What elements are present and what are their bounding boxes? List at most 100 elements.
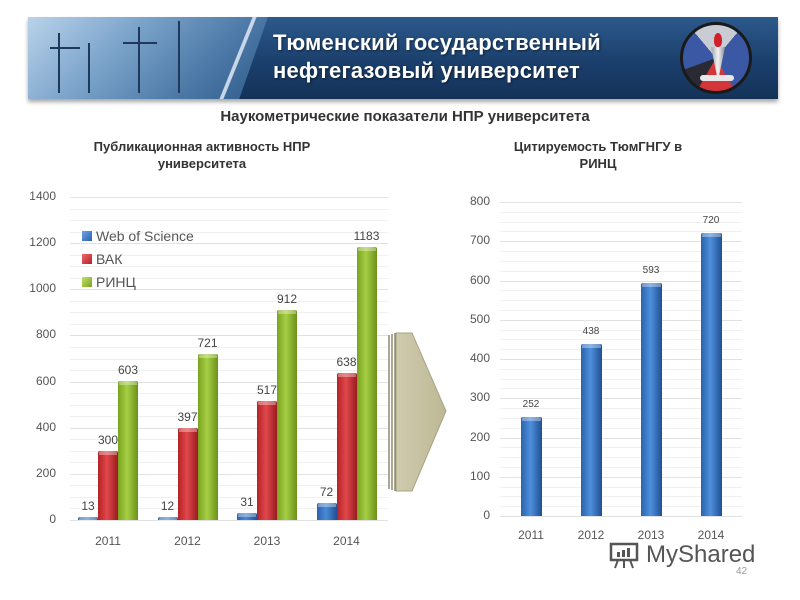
bar-rinc-2014	[356, 247, 377, 520]
y-axis-tick: 0	[49, 512, 56, 526]
bar-citations-2012	[580, 344, 602, 516]
data-label: 13	[81, 499, 95, 513]
data-label: 438	[582, 326, 600, 338]
grid-line	[500, 457, 742, 459]
grid-line	[70, 370, 388, 372]
grid-line	[500, 339, 742, 341]
y-axis-tick: 1000	[29, 281, 56, 296]
x-axis-tick: 2011	[95, 534, 121, 548]
grid-line	[500, 427, 742, 429]
grid-line	[500, 280, 742, 282]
grid-line	[500, 378, 742, 380]
grid-line	[70, 450, 388, 452]
legend-swatch-vak-icon	[82, 253, 92, 264]
grid-line	[500, 260, 742, 262]
grid-line	[500, 408, 742, 410]
grid-line	[70, 220, 388, 222]
header-banner: Тюменский государственный нефтегазовый у…	[28, 17, 778, 99]
data-label: 300	[97, 432, 119, 447]
legend-item-wos: Web of Science	[82, 224, 194, 247]
y-axis-tick: 600	[469, 272, 490, 287]
y-axis-tick: 100	[469, 468, 490, 483]
bar-citations-2014	[700, 233, 722, 516]
grid-line	[500, 270, 742, 272]
grid-line	[70, 393, 388, 395]
data-label: 720	[702, 215, 720, 227]
data-label: 252	[522, 399, 540, 411]
grid-line	[70, 508, 388, 510]
y-axis-tick: 500	[469, 311, 490, 326]
grid-line	[70, 231, 388, 233]
data-label: 72	[319, 485, 334, 500]
grid-line	[70, 473, 388, 475]
chevron-arrow-right-icon	[388, 332, 447, 492]
y-axis-tick: 0	[483, 508, 490, 522]
bar-vak-2014	[336, 372, 357, 520]
bar-wos-2011	[78, 517, 98, 521]
y-axis-tick: 200	[35, 465, 56, 480]
grid-line	[70, 427, 388, 429]
x-axis-tick: 2014	[333, 534, 360, 548]
grid-line	[70, 243, 388, 245]
grid-line	[500, 417, 742, 419]
grid-line	[70, 439, 388, 441]
bar-vak-2011	[98, 450, 118, 520]
grid-line	[500, 349, 742, 351]
grid-line	[70, 312, 388, 314]
grid-line	[500, 516, 742, 517]
data-label: 638	[336, 354, 357, 369]
grid-line	[500, 329, 742, 331]
y-axis-tick: 800	[35, 327, 56, 342]
grid-line	[500, 388, 742, 390]
grid-line	[70, 462, 388, 464]
grid-line	[500, 211, 742, 213]
legend-swatch-wos-icon	[82, 230, 92, 241]
bar-citations-2013	[640, 283, 662, 516]
y-axis-tick: 600	[35, 373, 56, 388]
bar-rinc-2013	[277, 309, 297, 520]
grid-line	[500, 309, 742, 311]
y-axis-tick: 700	[469, 233, 490, 248]
grid-line	[500, 476, 742, 478]
x-axis-tick: 2012	[577, 528, 605, 542]
grid-line	[500, 221, 742, 223]
right-chart-title: Цитируемость ТюмГНГУ в РИНЦ	[513, 139, 683, 171]
grid-line	[70, 266, 388, 268]
grid-line	[70, 381, 388, 383]
grid-line	[70, 416, 388, 418]
grid-line	[500, 486, 742, 488]
grid-line	[500, 368, 742, 370]
grid-line	[70, 254, 388, 256]
y-axis-tick: 1400	[29, 189, 56, 203]
data-label: 397	[177, 410, 198, 425]
data-label: 31	[240, 494, 254, 509]
grid-line	[70, 346, 388, 348]
y-axis-tick: 400	[469, 351, 490, 365]
grid-line	[500, 359, 742, 360]
citations-chart: 0 100 200 300 400 500 600 700 800 252 2011 438 2012 5…	[469, 194, 742, 542]
data-label: 593	[642, 265, 660, 277]
grid-line	[500, 202, 742, 203]
grid-line	[500, 319, 742, 321]
grid-line	[500, 251, 742, 253]
grid-line	[500, 496, 742, 498]
publication-activity-chart: 0 200 400 600 800 1000 1200 1400 13 300 603 2011 12 3…	[0, 0, 400, 560]
y-axis-tick: 1200	[29, 235, 56, 250]
grid-line	[500, 437, 742, 439]
bar-citations-2011	[520, 417, 542, 516]
x-axis-tick: 2013	[253, 534, 281, 548]
data-label: 517	[256, 382, 278, 397]
grid-line	[500, 447, 742, 449]
data-label: 912	[276, 291, 298, 306]
chart-legend: Web of Science ВАК РИНЦ	[82, 224, 194, 293]
page-number: 42	[736, 566, 748, 577]
y-axis-tick: 400	[35, 419, 56, 434]
x-axis-tick: 2014	[697, 528, 725, 542]
x-axis-tick: 2013	[637, 528, 665, 542]
bar-rinc-2012	[197, 353, 218, 520]
legend-swatch-rinc-icon	[82, 276, 92, 287]
left-chart-title: Публикационная активность НПР университе…	[93, 139, 311, 171]
university-name: Тюменский государственный нефтегазовый у…	[273, 30, 601, 83]
grid-line	[70, 323, 388, 325]
grid-line	[70, 289, 388, 291]
